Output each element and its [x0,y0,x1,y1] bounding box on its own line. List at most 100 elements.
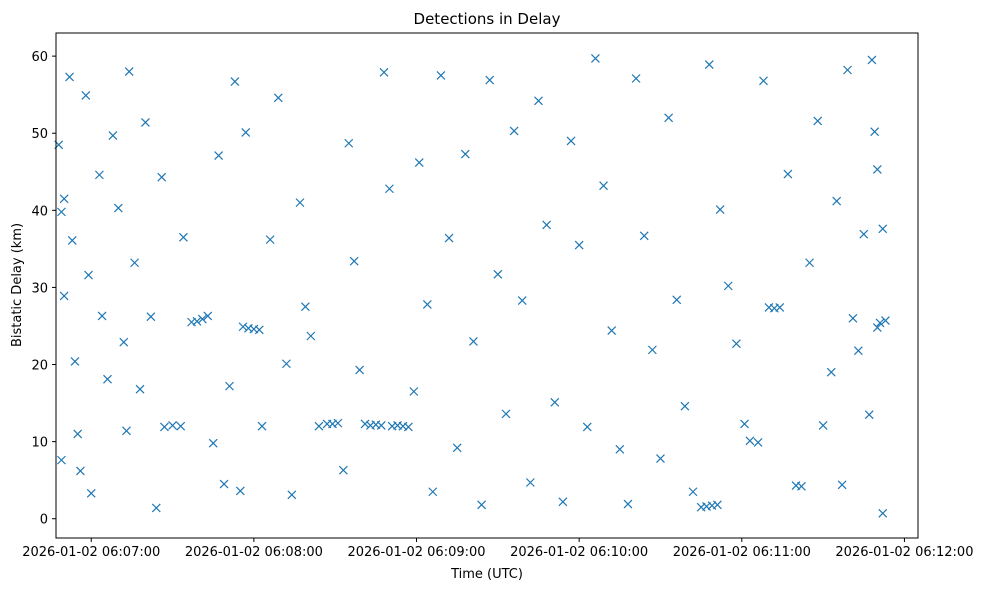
data-point [86,488,96,498]
x-tick-label: 2026-01-02 06:09:00 [347,545,485,560]
x-tick-label: 2026-01-02 06:08:00 [185,545,323,560]
data-point [818,421,828,430]
data-point [542,220,552,230]
data-point [436,70,446,80]
data-point [349,256,359,266]
data-point [219,479,229,489]
data-point [639,231,649,241]
data-point [379,67,389,77]
data-point [715,205,725,214]
data-point [783,169,793,179]
data-point [509,126,519,136]
data-point [493,269,503,279]
data-point [403,422,413,432]
data-point [867,55,877,65]
data-point [81,91,91,100]
data-point [753,437,763,447]
data-point [192,316,202,326]
data-point [797,481,806,491]
data-point [355,365,365,375]
data-point [599,181,608,191]
data-point [452,443,462,453]
data-point [623,499,633,509]
data-point [414,158,424,167]
data-point [853,346,863,356]
data-point [168,421,177,430]
data-point [59,194,69,204]
data-point [122,426,131,436]
y-tick-label: 0 [40,513,48,528]
data-point [878,224,888,234]
data-point [881,316,890,326]
data-point [704,60,714,70]
data-point [422,299,432,309]
plot-frame [55,32,919,539]
data-point [859,229,869,239]
data-point [238,322,248,332]
data-point [113,203,123,213]
y-axis: 0 10 20 30 40 50 60 [31,50,56,528]
data-point [878,508,888,518]
data-point [273,93,283,103]
data-point [485,75,495,85]
data-point [84,270,93,280]
data-point [409,387,419,396]
data-point [306,331,316,341]
data-point [295,198,305,208]
data-point [176,421,186,431]
data-point [832,196,842,206]
data-point [56,455,66,465]
data-point [130,258,140,268]
data-point [376,421,386,430]
data-point [203,311,213,321]
data-point [178,232,188,242]
data-point [65,72,74,82]
data-point [837,480,847,490]
data-point [631,74,641,83]
chart-title: Detections in Delay [414,10,561,28]
y-tick-label: 60 [31,50,48,65]
y-tick-label: 30 [31,281,48,296]
data-point [775,303,785,312]
data-point [67,235,77,245]
data-point [428,487,438,497]
x-tick-label: 2026-01-02 06:07:00 [22,545,160,560]
data-point [872,323,882,332]
data-point [314,421,324,431]
data-point [864,410,874,420]
data-point [740,419,749,429]
data-point [460,149,470,159]
data-point [108,131,118,140]
data-point [141,118,150,127]
data-point [157,172,167,182]
data-point [534,96,543,106]
data-point [469,336,478,346]
data-point [647,345,657,355]
data-point [160,422,169,432]
data-point [712,500,722,510]
data-point [872,165,882,174]
data-point [360,419,370,429]
data-point [235,486,245,496]
data-point [759,76,768,86]
data-point [843,65,852,75]
data-point [73,429,83,439]
data-point [281,359,291,369]
data-point [558,497,568,507]
data-point [135,384,145,394]
data-point [56,207,66,217]
y-tick-label: 50 [31,127,48,142]
data-point [688,487,698,497]
data-point [254,325,264,335]
points-layer [54,54,890,518]
data-point [344,138,354,148]
x-tick-label: 2026-01-02 06:10:00 [510,545,648,560]
data-point [333,418,343,428]
data-point [124,67,134,76]
data-point [723,281,733,291]
data-point [214,151,224,161]
x-axis: 2026-01-02 06:07:00 2026-01-02 06:08:00 20… [22,538,973,560]
data-point [338,465,348,475]
data-point [745,436,755,446]
